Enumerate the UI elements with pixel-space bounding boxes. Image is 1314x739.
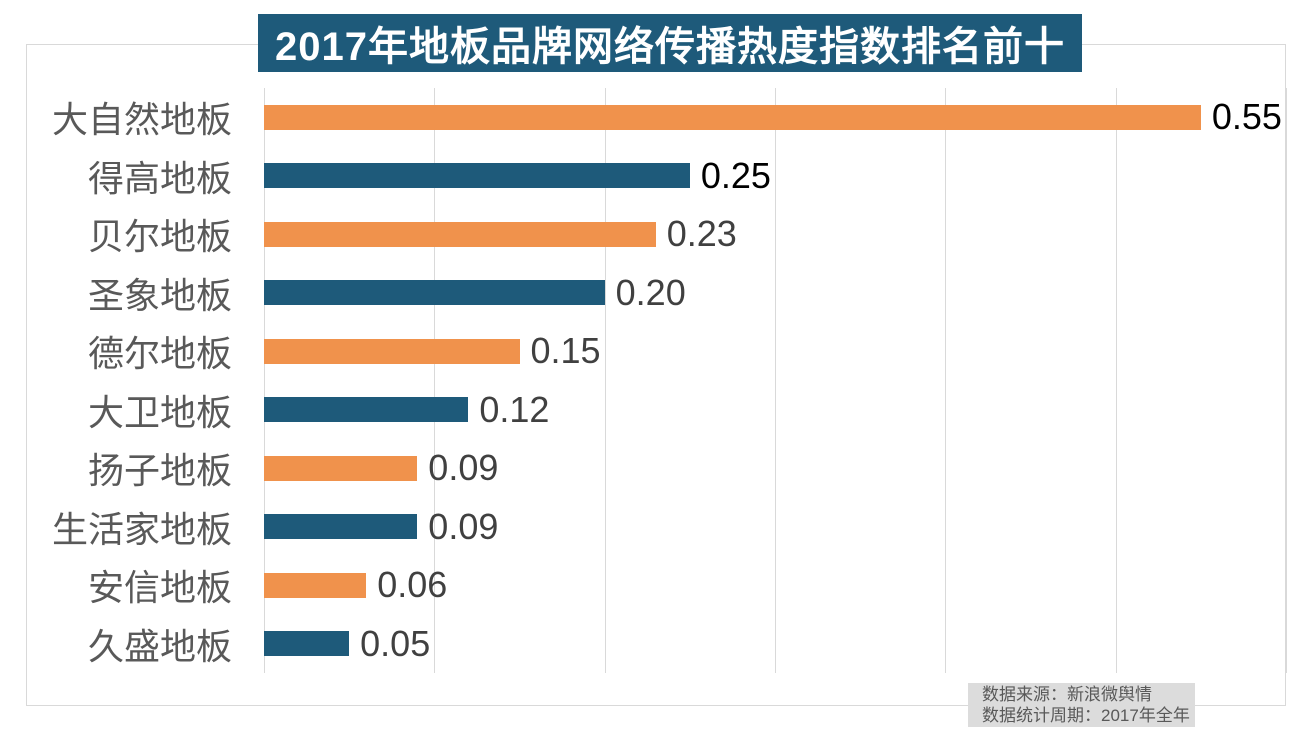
value-label: 0.09	[428, 505, 499, 547]
category-label: 圣象地板	[87, 274, 232, 316]
gridline	[945, 88, 947, 673]
bar-row: 生活家地板 0.09	[20, 498, 1286, 557]
bar-zone: 0.25	[264, 147, 1286, 206]
category-label: 大卫地板	[87, 391, 232, 433]
gridline	[604, 88, 606, 673]
chart-frame-border	[26, 44, 1286, 706]
bar-row: 贝尔地板 0.23	[20, 205, 1286, 264]
value-label: 0.25	[700, 154, 771, 196]
bar	[264, 221, 656, 247]
value-label: 0.06	[377, 564, 448, 606]
value-label: 0.15	[530, 330, 601, 372]
category-label: 德尔地板	[87, 333, 232, 375]
data-source-box: 数据来源：新浪微舆情 数据统计周期：2017年全年	[968, 683, 1195, 727]
category-label: 生活家地板	[51, 508, 232, 550]
bar-zone: 0.12	[264, 381, 1286, 440]
category-label: 得高地板	[87, 157, 232, 199]
data-source-line: 数据统计周期：2017年全年	[982, 706, 1190, 725]
bar	[264, 572, 367, 598]
bar	[264, 163, 690, 189]
bar-zone: 0.09	[264, 498, 1286, 557]
bar	[264, 338, 520, 364]
category-label: 久盛地板	[87, 625, 232, 667]
gridline	[1115, 88, 1117, 673]
value-label: 0.20	[615, 271, 686, 313]
gridline	[775, 88, 776, 673]
bar	[264, 631, 350, 657]
bar-row: 大自然地板 0.55	[20, 88, 1286, 147]
chart-title: 2017年地板品牌网络传播热度指数排名前十	[258, 14, 1082, 72]
bar-zone: 0.20	[264, 264, 1286, 323]
bar-rows-container: 大自然地板 0.55 得高地板 0.25 贝尔地板 0.23 圣象地板 0.20	[20, 88, 1286, 673]
category-label: 大自然地板	[51, 99, 232, 141]
bar	[264, 455, 418, 481]
bar	[264, 514, 418, 540]
bar-row: 久盛地板 0.05	[20, 615, 1286, 674]
category-label: 安信地板	[87, 567, 232, 609]
bar-row: 安信地板 0.06	[20, 556, 1286, 615]
gridline	[434, 88, 436, 673]
bar	[264, 397, 469, 423]
bar-zone: 0.23	[264, 205, 1286, 264]
value-label: 0.09	[428, 447, 499, 489]
value-label: 0.05	[360, 622, 431, 664]
bar-row: 扬子地板 0.09	[20, 439, 1286, 498]
category-label: 贝尔地板	[87, 216, 232, 258]
gridline	[1286, 88, 1287, 673]
bar-row: 大卫地板 0.12	[20, 381, 1286, 440]
bar-row: 得高地板 0.25	[20, 147, 1286, 206]
value-label: 0.23	[666, 213, 737, 255]
plot-gridlines	[264, 88, 1287, 673]
bar	[264, 280, 605, 306]
bar-zone: 0.55	[264, 88, 1286, 147]
value-label: 0.55	[1211, 96, 1282, 138]
bar-row: 圣象地板 0.20	[20, 264, 1286, 323]
data-source-line: 数据来源：新浪微舆情	[982, 685, 1152, 704]
value-label: 0.12	[479, 388, 550, 430]
category-label: 扬子地板	[87, 450, 232, 492]
bar-zone: 0.06	[264, 556, 1286, 615]
bar-zone: 0.09	[264, 439, 1286, 498]
bar-row: 德尔地板 0.15	[20, 322, 1286, 381]
bar-zone: 0.05	[264, 615, 1286, 674]
bar-zone: 0.15	[264, 322, 1286, 381]
gridline	[264, 88, 265, 673]
bar	[264, 104, 1201, 130]
